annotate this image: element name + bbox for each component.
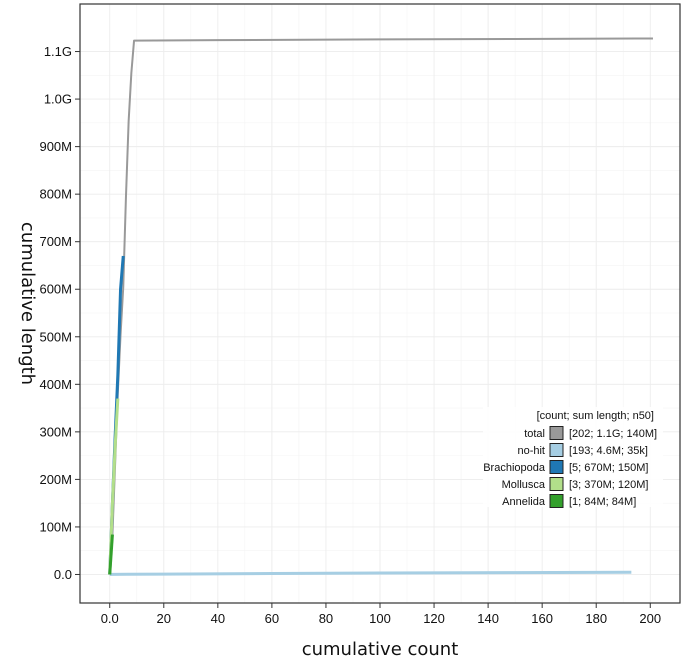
series-line-no-hit xyxy=(109,570,632,576)
y-tick-label: 300M xyxy=(39,424,72,439)
legend-label-no-hit: no-hit xyxy=(517,445,545,457)
legend-background xyxy=(483,407,663,507)
legend-label-mollusca: Mollusca xyxy=(502,479,546,491)
y-tick-label: 800M xyxy=(39,187,72,202)
x-tick-label: 0.0 xyxy=(101,611,119,626)
x-tick-label: 120 xyxy=(423,611,445,626)
legend-swatch-no-hit xyxy=(549,443,564,457)
legend-summary-mollusca: [3; 370M; 120M] xyxy=(569,479,649,491)
legend-summary-no-hit: [193; 4.6M; 35k] xyxy=(569,445,648,457)
legend-swatch-total xyxy=(549,426,564,440)
x-axis-title: cumulative count xyxy=(302,639,459,660)
y-tick-label: 100M xyxy=(39,519,72,534)
y-tick-label: 400M xyxy=(39,377,72,392)
legend-summary-total: [202; 1.1G; 140M] xyxy=(569,428,657,440)
plot-border xyxy=(79,3,681,604)
x-tick-label: 180 xyxy=(585,611,607,626)
y-tick-label: 700M xyxy=(39,234,72,249)
y-tick-label: 900M xyxy=(39,139,72,154)
x-tick-label: 100 xyxy=(369,611,391,626)
x-tick-label: 200 xyxy=(639,611,661,626)
y-tick-label: 0.0 xyxy=(54,567,72,582)
legend-summary-brachiopoda: [5; 670M; 150M] xyxy=(569,462,649,474)
x-tick-label: 140 xyxy=(477,611,499,626)
axes: 0.0 20 40 60 80 100 120 140 160 180 200 0.0 100M 200M… xyxy=(39,3,681,626)
x-tick-label: 60 xyxy=(265,611,279,626)
y-tick-label: 200M xyxy=(39,472,72,487)
series-lines xyxy=(108,37,653,576)
y-axis-title: cumulative length xyxy=(17,222,38,385)
legend-title: [count; sum length; n50] xyxy=(537,410,654,422)
y-tick-label: 1.0G xyxy=(44,92,72,107)
y-tick-label: 500M xyxy=(39,329,72,344)
x-tick-label: 160 xyxy=(531,611,553,626)
legend-summary-annelida: [1; 84M; 84M] xyxy=(569,496,636,508)
legend-swatch-mollusca xyxy=(549,477,564,491)
legend-swatch-brachiopoda xyxy=(549,460,564,474)
x-tick-label: 40 xyxy=(211,611,225,626)
legend-swatch-annelida xyxy=(549,494,564,508)
x-tick-label: 80 xyxy=(319,611,333,626)
y-tick-label: 600M xyxy=(39,282,72,297)
legend: [count; sum length; n50] total [202; 1.1G;… xyxy=(483,407,663,508)
series-line-annelida xyxy=(108,534,114,575)
legend-label-annelida: Annelida xyxy=(502,496,546,508)
legend-label-brachiopoda: Brachiopoda xyxy=(483,462,546,474)
x-tick-label: 20 xyxy=(157,611,171,626)
legend-label-total: total xyxy=(524,428,545,440)
y-tick-label: 1.1G xyxy=(44,44,72,59)
